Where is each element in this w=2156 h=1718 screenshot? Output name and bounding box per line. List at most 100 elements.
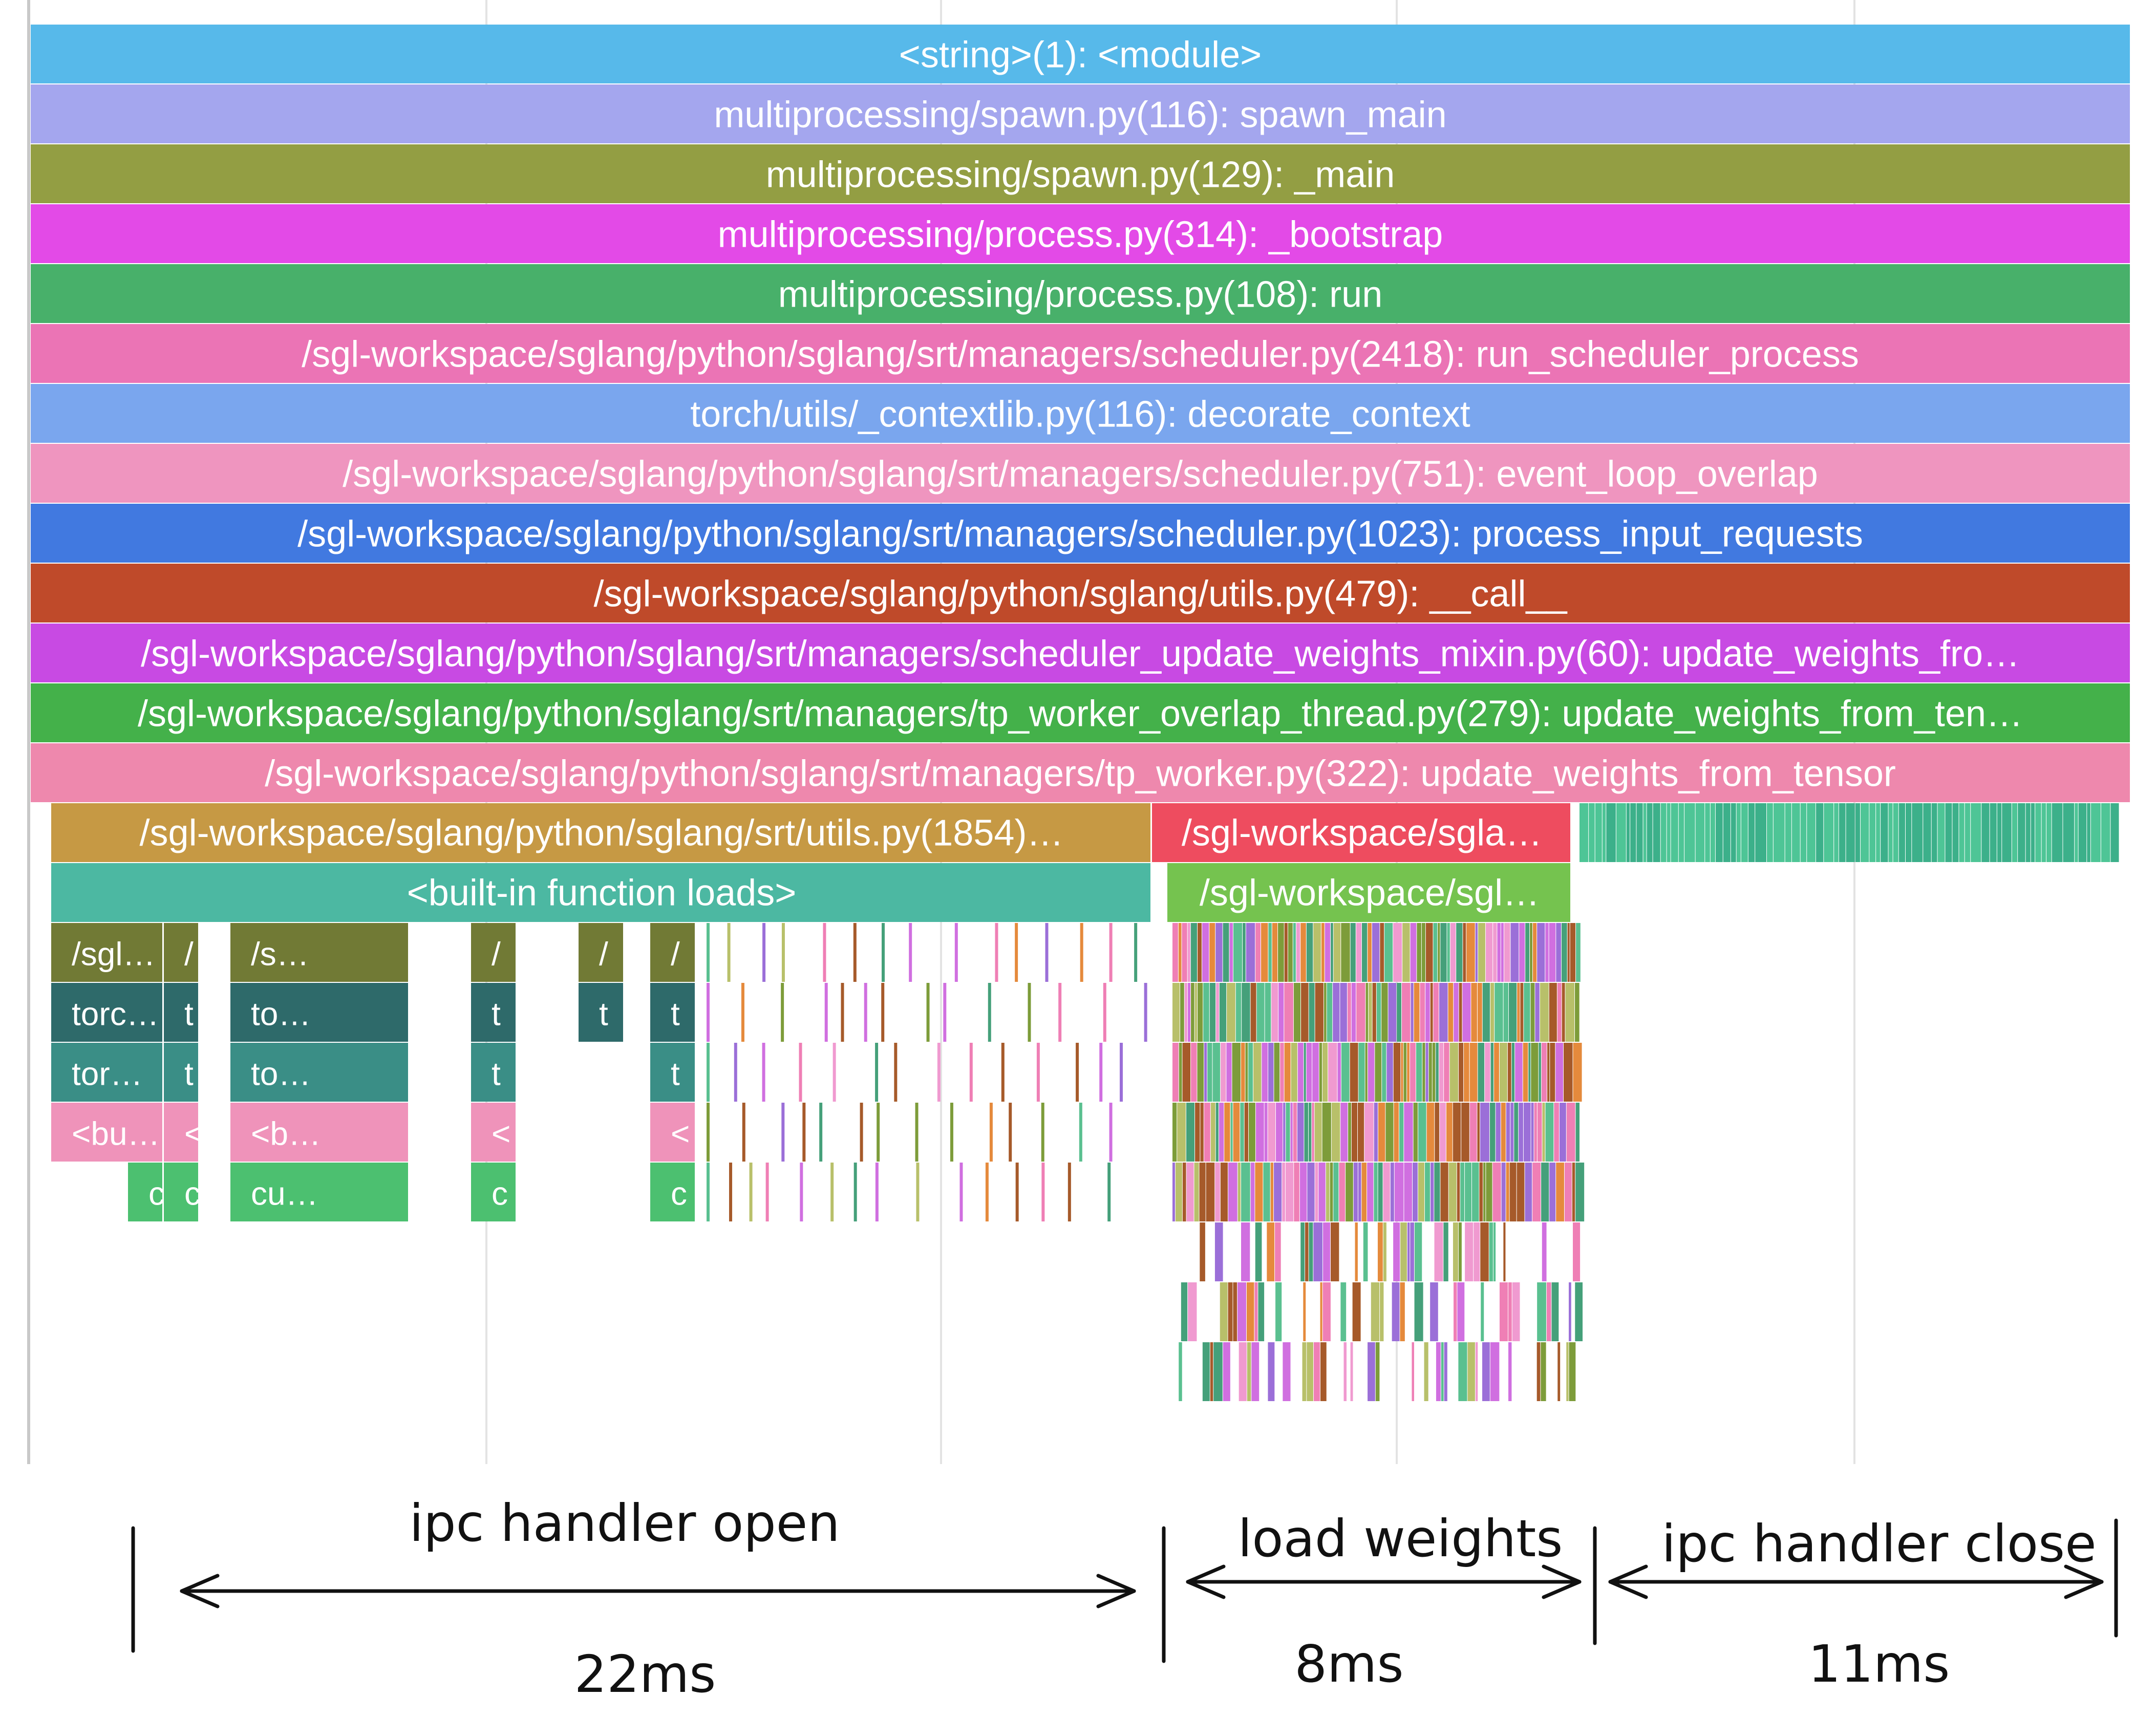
stack-frame[interactable] — [31, 204, 2130, 263]
child-frame[interactable] — [51, 1103, 162, 1162]
fine-frame — [1297, 1103, 1304, 1162]
fine-frame — [1503, 983, 1508, 1042]
fine-frame — [1937, 803, 1945, 862]
fine-frame — [1255, 1103, 1264, 1162]
stack-frame[interactable] — [31, 743, 2130, 802]
stack-frame[interactable] — [31, 444, 2130, 503]
fine-frame — [1881, 803, 1888, 862]
fine-frame — [1489, 1103, 1496, 1162]
fine-frame — [1569, 1282, 1571, 1341]
child-frame[interactable] — [51, 803, 1150, 862]
fine-frame — [1215, 923, 1223, 982]
stack-frame[interactable] — [31, 264, 2130, 323]
child-frame[interactable] — [164, 1043, 198, 1102]
child-frame[interactable] — [579, 923, 623, 982]
stack-frame[interactable] — [31, 624, 2130, 682]
fine-frame — [1384, 923, 1393, 982]
fine-frame — [1537, 1103, 1542, 1162]
child-frame[interactable] — [164, 923, 198, 982]
fine-frame — [943, 983, 947, 1042]
fine-frame — [1285, 1163, 1294, 1221]
stack-frame[interactable] — [31, 25, 2130, 83]
child-frame[interactable] — [650, 923, 695, 982]
stack-frame[interactable] — [31, 504, 2130, 563]
fine-frame — [1458, 1222, 1462, 1281]
fine-frame — [1512, 1282, 1520, 1341]
stack-frame[interactable] — [31, 384, 2130, 443]
child-frame[interactable] — [1167, 863, 1570, 922]
child-frame[interactable] — [471, 983, 516, 1042]
child-frame[interactable] — [471, 1103, 516, 1162]
child-frame-label: / — [492, 936, 501, 973]
phase-arrow-open-head — [1096, 1574, 1136, 1593]
fine-frame — [1480, 1222, 1489, 1281]
fine-frame — [1965, 803, 1971, 862]
fine-frame — [1255, 1222, 1262, 1281]
fine-frame — [1314, 1103, 1322, 1162]
child-frame[interactable] — [650, 983, 695, 1042]
fine-frame — [1191, 983, 1194, 1042]
child-frame[interactable] — [1152, 803, 1570, 862]
child-frame[interactable] — [230, 1043, 408, 1102]
child-frame[interactable] — [471, 1043, 516, 1102]
fine-frame — [1410, 1043, 1416, 1102]
fine-frame — [2078, 803, 2087, 862]
fine-frame — [1545, 1103, 1554, 1162]
child-frame[interactable] — [51, 923, 162, 982]
fine-frame — [1209, 983, 1216, 1042]
fine-frame — [1333, 983, 1340, 1042]
child-frame[interactable] — [51, 1043, 162, 1102]
child-frame[interactable] — [579, 983, 623, 1042]
fine-frame — [1268, 1103, 1275, 1162]
child-frame[interactable] — [650, 1103, 695, 1162]
fine-frame — [1436, 1043, 1439, 1102]
fine-frame — [1223, 923, 1229, 982]
fine-frame — [1424, 1163, 1430, 1221]
child-frame[interactable] — [164, 1163, 198, 1221]
child-frame[interactable] — [164, 1103, 198, 1162]
stack-frame[interactable] — [31, 84, 2130, 143]
child-frame[interactable] — [650, 1043, 695, 1102]
child-frame[interactable] — [230, 983, 408, 1042]
fine-frame — [1058, 983, 1062, 1042]
fine-frame — [1331, 1103, 1340, 1162]
fine-frame — [1041, 1163, 1045, 1221]
child-frame[interactable] — [471, 923, 516, 982]
stack-frame[interactable] — [31, 144, 2130, 203]
fine-frame — [1320, 1342, 1327, 1401]
fine-frame — [1300, 1222, 1305, 1281]
child-frame[interactable] — [128, 1163, 162, 1221]
stack-frame[interactable] — [31, 683, 2130, 742]
child-frame[interactable] — [230, 923, 408, 982]
fine-frame — [1413, 1103, 1418, 1162]
child-frame[interactable] — [230, 1103, 408, 1162]
fine-frame — [1202, 923, 1209, 982]
fine-frame — [1566, 1342, 1569, 1401]
fine-frame — [1215, 1163, 1220, 1221]
fine-frame — [875, 1043, 879, 1102]
stack-frame[interactable] — [31, 324, 2130, 383]
fine-frame — [1212, 1043, 1221, 1102]
fine-frame — [1539, 1043, 1541, 1102]
fine-frame — [1723, 803, 1731, 862]
child-frame[interactable] — [230, 1163, 408, 1221]
fine-frame — [1352, 1282, 1361, 1341]
fine-frame — [1009, 1103, 1012, 1162]
child-frame[interactable] — [51, 863, 1150, 922]
fine-frame — [1519, 1103, 1523, 1162]
fine-frame — [1575, 1282, 1583, 1341]
fine-frame — [1191, 1043, 1197, 1102]
fine-frame — [1430, 1282, 1438, 1341]
child-frame[interactable] — [164, 983, 198, 1042]
child-frame[interactable] — [650, 1163, 695, 1221]
fine-frame — [800, 1163, 803, 1221]
fine-frame — [1312, 1043, 1319, 1102]
stack-frame[interactable] — [31, 564, 2130, 622]
fine-frame — [1508, 1342, 1512, 1401]
child-frame[interactable] — [471, 1163, 516, 1221]
fine-frame — [1305, 1222, 1309, 1281]
fine-frame — [1371, 1282, 1380, 1341]
fine-frame — [1099, 1043, 1103, 1102]
child-frame[interactable] — [51, 983, 162, 1042]
